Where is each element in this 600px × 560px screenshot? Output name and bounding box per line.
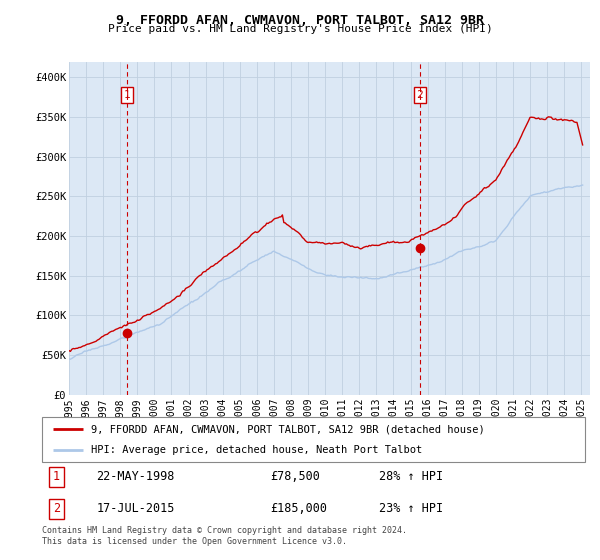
Text: 28% ↑ HPI: 28% ↑ HPI: [379, 470, 443, 483]
Text: Price paid vs. HM Land Registry's House Price Index (HPI): Price paid vs. HM Land Registry's House …: [107, 24, 493, 34]
Text: 9, FFORDD AFAN, CWMAVON, PORT TALBOT, SA12 9BR (detached house): 9, FFORDD AFAN, CWMAVON, PORT TALBOT, SA…: [91, 424, 485, 435]
Text: 9, FFORDD AFAN, CWMAVON, PORT TALBOT, SA12 9BR: 9, FFORDD AFAN, CWMAVON, PORT TALBOT, SA…: [116, 14, 484, 27]
Text: 1: 1: [53, 470, 60, 483]
Text: 22-MAY-1998: 22-MAY-1998: [97, 470, 175, 483]
Text: Contains HM Land Registry data © Crown copyright and database right 2024.
This d: Contains HM Land Registry data © Crown c…: [42, 526, 407, 546]
FancyBboxPatch shape: [42, 417, 585, 462]
Text: 2: 2: [53, 502, 60, 515]
Text: 17-JUL-2015: 17-JUL-2015: [97, 502, 175, 515]
Text: £78,500: £78,500: [270, 470, 320, 483]
Text: HPI: Average price, detached house, Neath Port Talbot: HPI: Average price, detached house, Neat…: [91, 445, 422, 455]
Text: 2: 2: [416, 90, 423, 100]
Text: 23% ↑ HPI: 23% ↑ HPI: [379, 502, 443, 515]
Text: £185,000: £185,000: [270, 502, 327, 515]
Text: 1: 1: [124, 90, 130, 100]
